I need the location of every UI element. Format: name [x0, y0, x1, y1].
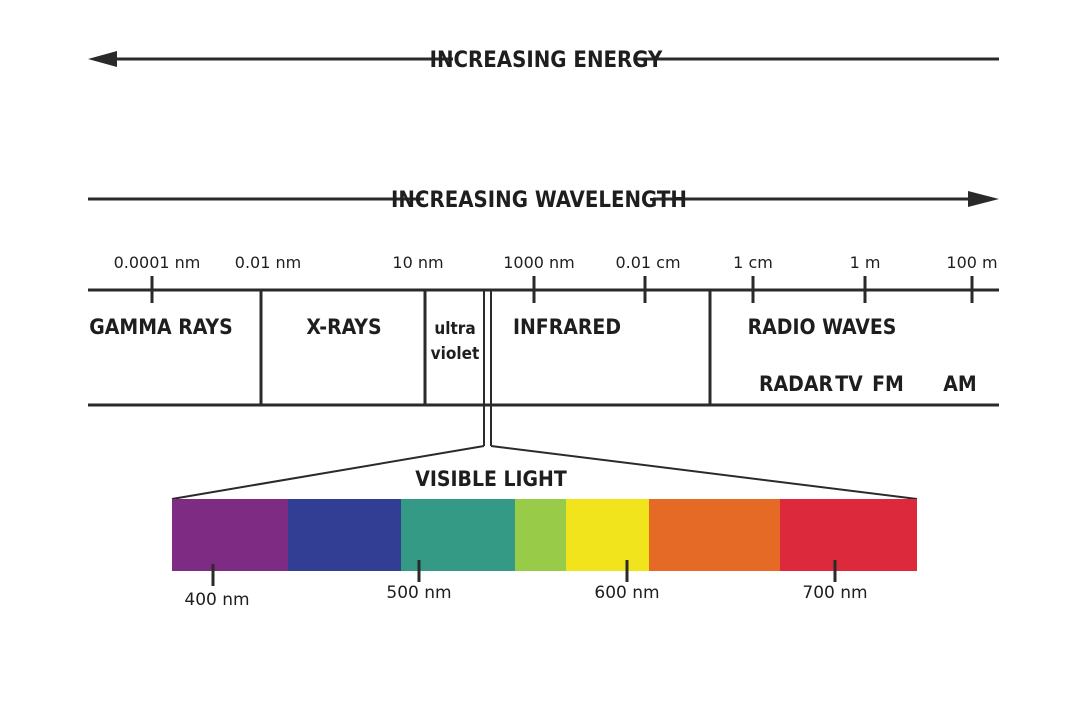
- scale-label-1cm: 1 cm: [733, 253, 773, 272]
- scale-label-10nm: 10 nm: [392, 253, 443, 272]
- scale-label-0.01nm: 0.01 nm: [235, 253, 301, 272]
- band-orange: [649, 499, 780, 571]
- region-label-ultraviolet-line1: ultra: [434, 319, 475, 339]
- band-lime: [515, 499, 566, 571]
- visible-light-title: VISIBLE LIGHT: [415, 467, 567, 491]
- region-label-infrared: INFRARED: [513, 315, 621, 339]
- band-yellow: [566, 499, 649, 571]
- scale-label-0.0001nm: 0.0001 nm: [114, 253, 201, 272]
- region-label-x-rays: X-RAYS: [306, 315, 381, 339]
- scale-label-1000nm: 1000 nm: [503, 253, 575, 272]
- radio-sub-am: AM: [943, 372, 976, 396]
- radio-sub-tv: TV: [835, 372, 863, 396]
- visible-label-500nm: 500 nm: [386, 583, 451, 603]
- visible-color-bands: [172, 499, 917, 571]
- visible-label-600nm: 600 nm: [594, 583, 659, 603]
- region-label-ultraviolet-line2: violet: [431, 344, 480, 364]
- energy-arrowhead: [88, 51, 117, 67]
- scale-label-0.01cm: 0.01 cm: [615, 253, 680, 272]
- visible-light-expansion: VISIBLE LIGHT 400 nm 500 nm 600 nm 700 n…: [171, 445, 918, 610]
- wavelength-arrowhead: [968, 191, 999, 207]
- spectrum-band: GAMMA RAYS X-RAYS ultra violet INFRARED …: [88, 276, 999, 446]
- energy-arrow-label: INCREASING ENERGY: [430, 48, 663, 73]
- scale-label-100m: 100 m: [946, 253, 997, 272]
- visible-label-400nm: 400 nm: [184, 590, 249, 610]
- expansion-line-left: [171, 445, 485, 500]
- band-violet: [172, 499, 288, 571]
- radio-sub-radar: RADAR: [759, 372, 833, 396]
- increasing-energy-arrow: INCREASING ENERGY: [88, 48, 999, 73]
- band-red: [780, 499, 917, 571]
- scale-label-1m: 1 m: [850, 253, 881, 272]
- region-label-gamma-rays: GAMMA RAYS: [89, 315, 232, 339]
- expansion-line-right: [490, 445, 918, 500]
- region-label-radio-waves: RADIO WAVES: [748, 315, 897, 339]
- increasing-wavelength-arrow: INCREASING WAVELENGTH: [88, 188, 999, 213]
- radio-sub-fm: FM: [872, 372, 904, 396]
- visible-label-700nm: 700 nm: [802, 583, 867, 603]
- wavelength-scale-labels: 0.0001 nm 0.01 nm 10 nm 1000 nm 0.01 cm …: [114, 253, 998, 272]
- band-blue: [288, 499, 401, 571]
- band-teal: [401, 499, 515, 571]
- wavelength-arrow-label: INCREASING WAVELENGTH: [391, 188, 687, 213]
